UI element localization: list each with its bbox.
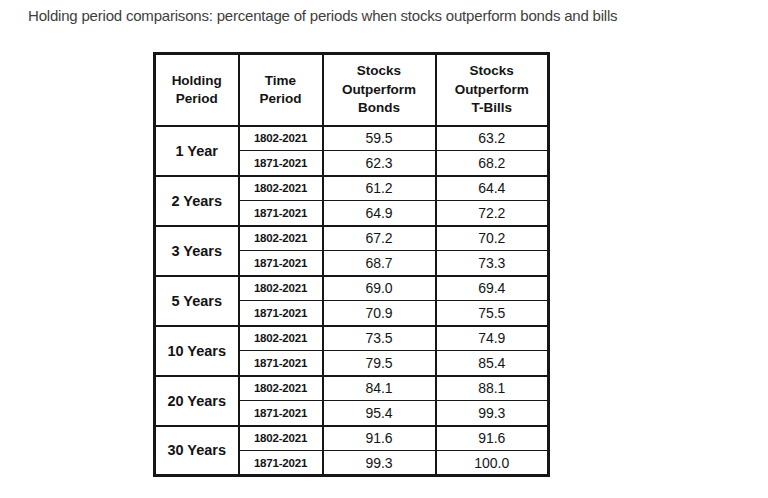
time-period-cell: 1871-2021 bbox=[239, 401, 323, 426]
bonds-value-cell: 95.4 bbox=[323, 401, 436, 426]
holding-period-comparison-table: Holding Period Time Period Stocks Outper… bbox=[153, 52, 550, 477]
bonds-value-cell: 61.2 bbox=[323, 176, 436, 201]
header-row: Holding Period Time Period Stocks Outper… bbox=[155, 54, 549, 126]
table-row: 20 Years 1802-2021 84.1 88.1 bbox=[155, 376, 549, 401]
tbills-value-cell: 74.9 bbox=[436, 326, 549, 351]
tbills-value-cell: 85.4 bbox=[436, 351, 549, 376]
tbills-value-cell: 70.2 bbox=[436, 226, 549, 251]
table-row: 2 Years 1802-2021 61.2 64.4 bbox=[155, 176, 549, 201]
bonds-value-cell: 64.9 bbox=[323, 201, 436, 226]
time-period-cell: 1871-2021 bbox=[239, 301, 323, 326]
table-row: 30 Years 1802-2021 91.6 91.6 bbox=[155, 426, 549, 451]
holding-period-cell: 20 Years bbox=[155, 376, 239, 426]
time-period-cell: 1871-2021 bbox=[239, 451, 323, 476]
time-period-cell: 1802-2021 bbox=[239, 426, 323, 451]
tbills-value-cell: 100.0 bbox=[436, 451, 549, 476]
time-period-cell: 1802-2021 bbox=[239, 126, 323, 151]
time-period-cell: 1802-2021 bbox=[239, 326, 323, 351]
time-period-cell: 1871-2021 bbox=[239, 151, 323, 176]
col-header-stocks-outperform-bonds: Stocks Outperform Bonds bbox=[323, 54, 436, 126]
time-period-cell: 1871-2021 bbox=[239, 201, 323, 226]
time-period-cell: 1802-2021 bbox=[239, 376, 323, 401]
bonds-value-cell: 67.2 bbox=[323, 226, 436, 251]
holding-period-cell: 1 Year bbox=[155, 126, 239, 176]
tbills-value-cell: 63.2 bbox=[436, 126, 549, 151]
tbills-value-cell: 99.3 bbox=[436, 401, 549, 426]
tbills-value-cell: 75.5 bbox=[436, 301, 549, 326]
tbills-value-cell: 73.3 bbox=[436, 251, 549, 276]
bonds-value-cell: 79.5 bbox=[323, 351, 436, 376]
table-row: 1 Year 1802-2021 59.5 63.2 bbox=[155, 126, 549, 151]
holding-period-cell: 5 Years bbox=[155, 276, 239, 326]
holding-period-cell: 10 Years bbox=[155, 326, 239, 376]
tbills-value-cell: 72.2 bbox=[436, 201, 549, 226]
time-period-cell: 1871-2021 bbox=[239, 351, 323, 376]
bonds-value-cell: 99.3 bbox=[323, 451, 436, 476]
tbills-value-cell: 68.2 bbox=[436, 151, 549, 176]
tbills-value-cell: 88.1 bbox=[436, 376, 549, 401]
bonds-value-cell: 70.9 bbox=[323, 301, 436, 326]
tbills-value-cell: 64.4 bbox=[436, 176, 549, 201]
tbills-value-cell: 69.4 bbox=[436, 276, 549, 301]
col-header-time-period: Time Period bbox=[239, 54, 323, 126]
page-title: Holding period comparisons: percentage o… bbox=[28, 7, 617, 25]
bonds-value-cell: 91.6 bbox=[323, 426, 436, 451]
time-period-cell: 1802-2021 bbox=[239, 226, 323, 251]
table-row: 5 Years 1802-2021 69.0 69.4 bbox=[155, 276, 549, 301]
bonds-value-cell: 68.7 bbox=[323, 251, 436, 276]
holding-period-cell: 2 Years bbox=[155, 176, 239, 226]
bonds-value-cell: 69.0 bbox=[323, 276, 436, 301]
time-period-cell: 1802-2021 bbox=[239, 276, 323, 301]
tbills-value-cell: 91.6 bbox=[436, 426, 549, 451]
bonds-value-cell: 73.5 bbox=[323, 326, 436, 351]
table-row: 10 Years 1802-2021 73.5 74.9 bbox=[155, 326, 549, 351]
page: Holding period comparisons: percentage o… bbox=[0, 0, 768, 498]
bonds-value-cell: 62.3 bbox=[323, 151, 436, 176]
time-period-cell: 1802-2021 bbox=[239, 176, 323, 201]
table-row: 3 Years 1802-2021 67.2 70.2 bbox=[155, 226, 549, 251]
bonds-value-cell: 84.1 bbox=[323, 376, 436, 401]
holding-period-cell: 30 Years bbox=[155, 426, 239, 476]
holding-period-cell: 3 Years bbox=[155, 226, 239, 276]
time-period-cell: 1871-2021 bbox=[239, 251, 323, 276]
bonds-value-cell: 59.5 bbox=[323, 126, 436, 151]
col-header-holding-period: Holding Period bbox=[155, 54, 239, 126]
col-header-stocks-outperform-tbills: Stocks Outperform T-Bills bbox=[436, 54, 549, 126]
